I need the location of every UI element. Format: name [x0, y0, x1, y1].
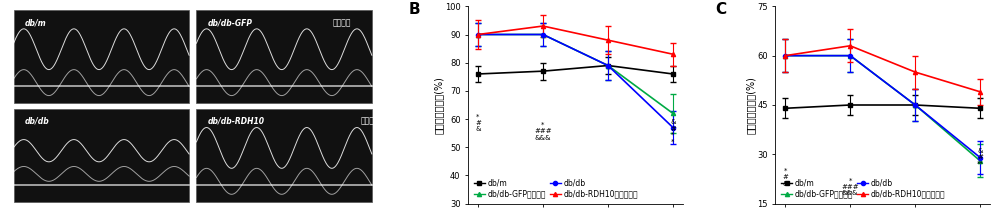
Text: 对照病毒: 对照病毒 [332, 18, 351, 27]
Text: db/db-RDH10: db/db-RDH10 [207, 117, 264, 126]
Bar [14, 109, 189, 202]
Legend: db/m, db/db-GFP对照病毒, db/db, db/db-RDH10过表达病毒: db/m, db/db-GFP对照病毒, db/db, db/db-RDH10过… [779, 177, 947, 200]
Bar [196, 109, 372, 202]
Text: &
#
**: & # ** [977, 148, 984, 167]
Text: db/db: db/db [25, 117, 49, 126]
Bar [196, 10, 372, 103]
Text: C: C [715, 2, 727, 17]
Bar [14, 10, 189, 103]
Y-axis label: 左心室缩短分数(%): 左心室缩短分数(%) [746, 76, 756, 134]
Text: B: B [408, 2, 420, 17]
Legend: db/m, db/db-GFP对照病毒, db/db, db/db-RDH10过表达病毒: db/m, db/db-GFP对照病毒, db/db, db/db-RDH10过… [472, 177, 640, 200]
Text: *
#
&: * # & [475, 113, 481, 133]
Text: 过表达病毒: 过表达病毒 [360, 117, 383, 126]
Text: *
###
&&&: * ### &&& [841, 177, 859, 196]
Text: *
#
&: * # & [782, 168, 788, 186]
Text: &
#
*
*: & # * * [670, 119, 676, 145]
Text: *
###
&&&: * ### &&& [534, 122, 552, 141]
Text: db/db-GFP: db/db-GFP [207, 18, 252, 27]
Text: db/m: db/m [25, 18, 46, 27]
Y-axis label: 左心室射血分数(%): 左心室射血分数(%) [433, 76, 443, 134]
